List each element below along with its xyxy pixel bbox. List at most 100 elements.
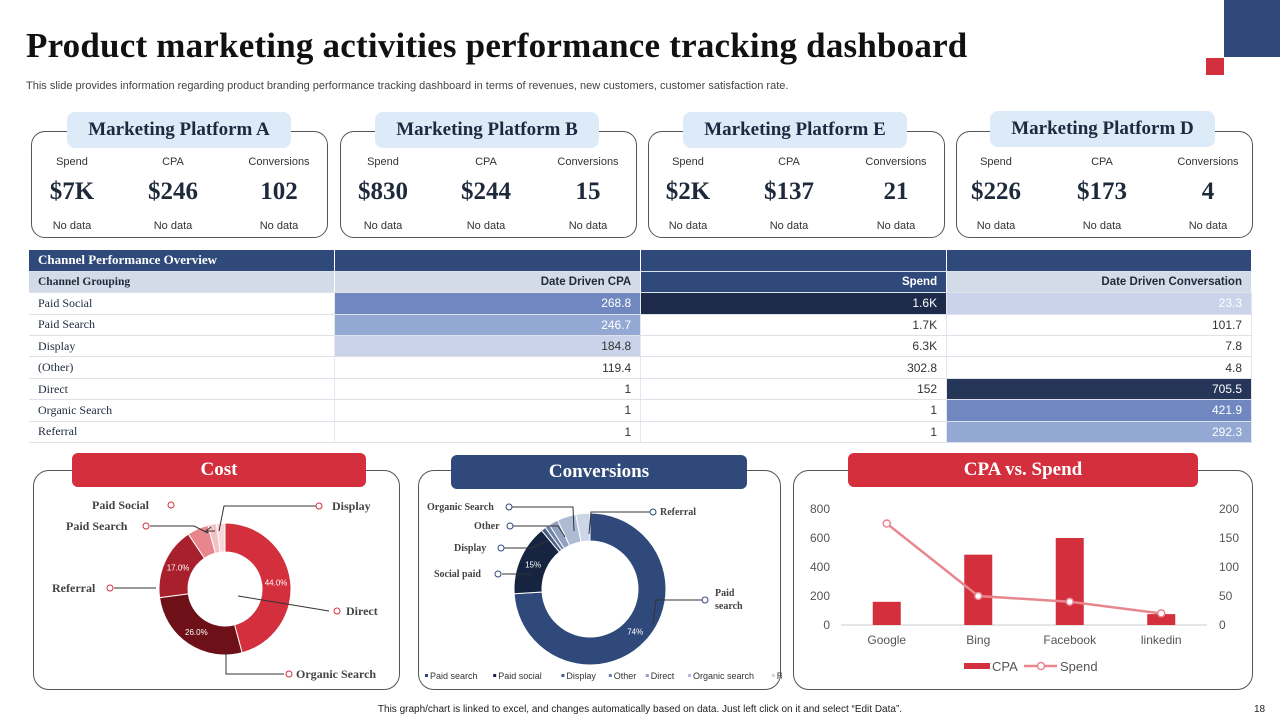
legend-swatch-display [561,674,565,677]
legend-label-organic-search: Organic search [693,671,754,681]
cpa-note: No data [466,220,506,232]
spend-cell: 302.8 [640,356,948,379]
cpa-cell: 1 [334,378,642,401]
label-display: Display [454,543,486,554]
cpa-note: No data [1082,220,1122,232]
label-paid-search-line1: Paid [715,588,735,599]
conversions-title: Conversions [451,455,747,489]
cpa-value: $137 [764,178,814,205]
x-tick-label-facebook: Facebook [1043,633,1097,647]
cost-leader-lines [114,505,330,675]
legend-swatch-organic-search [688,674,691,677]
y-right-tick-label: 150 [1219,531,1239,545]
leader-paid-social [204,526,215,532]
cost-slice-display [215,522,226,553]
platform-a-title: Marketing Platform A [67,112,291,148]
platform-card-d: Spend $226 No data CPA $173 No data Conv… [956,131,1253,238]
leader-paid-search [150,525,209,534]
spend-cell: 1 [640,399,948,422]
conversions-metric: Conversions 102 No data [234,156,324,232]
platform-e-title: Marketing Platform E [683,112,907,148]
y-right-tick-label: 50 [1219,589,1233,603]
cpa-label: CPA [778,156,800,168]
marker-paid-social [167,501,175,509]
table-row: Display 184.8 6.3K 7.8 [29,335,1252,358]
cpa-metric: CPA $244 No data [441,156,531,232]
cpa-value: $173 [1077,178,1127,205]
conversions-slices [513,512,667,666]
spend-line [882,519,1166,618]
spend-note: No data [52,220,92,232]
label-paid-social: Paid Social [92,498,150,512]
cpa-legend: CPA Spend [964,659,1098,674]
column-header: Date Driven CPA [334,271,642,294]
cost-label-organic-search: 26.0% [185,628,208,637]
corner-decoration-red [1206,58,1224,75]
marker-organic-search [285,670,293,678]
legend-label-paid-search: Paid search [430,671,478,681]
page-number: 18 [1254,704,1266,715]
legend-marker-spend [1036,661,1046,671]
table-row: Referral 1 1 292.3 [29,421,1252,444]
cpa-axes: 0 200 400 600 800 0 50 100 150 200 Google Bing Faceb… [810,502,1239,647]
cost-label-referral: 17.0% [167,564,190,573]
conversation-cell: 421.9 [946,399,1252,422]
conversions-label: Conversions [557,156,619,168]
spend-value: $226 [971,178,1021,205]
cpa-bar-linkedin [1147,614,1176,625]
spend-note: No data [976,220,1016,232]
y-left-tick-label: 600 [810,531,830,545]
spend-value: $2K [665,178,711,205]
label-organic-search: Organic Search [296,667,376,681]
legend-swatch-paid-social [493,674,497,677]
marker-display [315,502,323,510]
column-header: Spend [640,271,948,294]
conversation-cell: 292.3 [946,421,1252,444]
legend-swatch-referral [771,674,775,677]
cpa-spend-panel: 0 200 400 600 800 0 50 100 150 200 Google Bing Faceb… [793,470,1253,690]
spend-cell: 1.6K [640,292,948,315]
conversions-percent-labels: 74% 15% [525,560,643,636]
cpa-cell: 1 [334,399,642,422]
x-tick-label-bing: Bing [966,633,990,647]
spend-cell: 1 [640,421,948,444]
label-organic-search: Organic Search [427,502,494,513]
table-row: Paid Social 268.8 1.6K 23.3 [29,292,1252,315]
conversions-label-paid-search: 74% [627,627,643,636]
leader-organic-search [512,506,575,532]
channel-cell: (Other) [29,356,336,379]
conversions-metric: Conversions 21 No data [851,156,941,232]
conversions-slice-paid-search [513,512,667,666]
legend-label-cpa: CPA [992,659,1018,674]
spend-cell: 152 [640,378,948,401]
cpa-note: No data [153,220,193,232]
table-title: Channel Performance Overview [29,250,336,272]
leader-paid-search [652,599,702,625]
cpa-metric: CPA $246 No data [128,156,218,232]
cpa-label: CPA [162,156,184,168]
marker-direct [333,607,341,615]
marker-referral [106,584,114,592]
conversions-markers [494,503,709,604]
cost-percent-labels: 44.0% 26.0% 17.0% [167,564,288,637]
conversation-cell: 101.7 [946,314,1252,337]
y-left-tick-label: 800 [810,502,830,516]
conversions-metric: Conversions 4 No data [1163,156,1253,232]
channel-cell: Display [29,335,336,358]
spend-label: Spend [367,156,399,168]
cpa-cell: 119.4 [334,356,642,379]
channel-cell: Paid Social [29,292,336,315]
spend-line-path [885,522,1162,615]
legend-swatch-cpa [964,663,990,669]
spend-label: Spend [672,156,704,168]
table-row: Direct 1 152 705.5 [29,378,1252,401]
cpa-bars [872,538,1176,625]
spend-metric: Spend $830 No data [338,156,428,232]
conversions-value: 21 [883,178,909,205]
label-other: Other [474,521,500,532]
conversions-slice-referral [575,512,591,543]
spend-point-google [882,519,891,528]
platform-card-e: Spend $2K No data CPA $137 No data Conve… [648,131,945,238]
conversions-label-paid-social: 15% [525,560,541,569]
column-header: Date Driven Conversation [946,271,1252,294]
